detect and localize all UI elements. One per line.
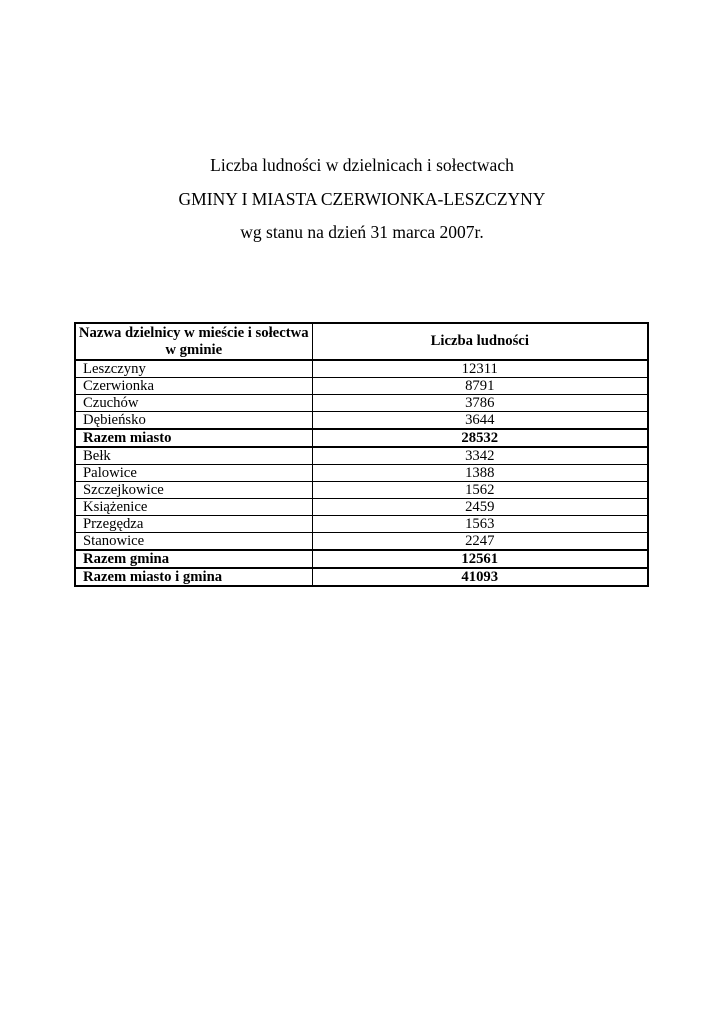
table-row-total-commune: Razem gmina 12561 [74,549,649,569]
table-row: Leszczyny 12311 [74,359,649,378]
district-name-cell: Razem miasto i gmina [74,567,313,587]
population-value-cell: 3644 [311,411,649,430]
table-row: Szczejkowice 1562 [74,481,649,499]
population-value-cell: 8791 [311,377,649,395]
title-line-3: wg stanu na dzień 31 marca 2007r. [240,222,484,242]
table-row-total-city: Razem miasto 28532 [74,428,649,448]
table-row: Dębieńsko 3644 [74,411,649,430]
population-value-cell: 12311 [311,359,649,378]
district-name-cell: Książenice [74,498,313,516]
district-name-cell: Razem miasto [74,428,313,448]
table-row: Palowice 1388 [74,464,649,482]
document-title: Liczba ludności w dzielnicach i sołectwa… [0,149,724,250]
population-value-cell: 1563 [311,515,649,533]
population-table: Nazwa dzielnicy w mieście i sołectwa w g… [74,322,649,587]
column-header-districts-line2: w gminie [165,341,223,358]
population-value-cell: 12561 [311,549,649,569]
district-name-cell: Czuchów [74,394,313,412]
title-line-1: Liczba ludności w dzielnicach i sołectwa… [210,155,514,175]
district-name-cell: Leszczyny [74,359,313,378]
population-value-cell: 28532 [311,428,649,448]
table-row: Stanowice 2247 [74,532,649,551]
district-name-cell: Przegędza [74,515,313,533]
table-row: Czerwionka 8791 [74,377,649,395]
district-name-cell: Stanowice [74,532,313,551]
table-row: Bełk 3342 [74,446,649,465]
column-header-population: Liczba ludności [311,322,649,361]
district-name-cell: Bełk [74,446,313,465]
table-header-row: Nazwa dzielnicy w mieście i sołectwa w g… [74,322,649,361]
table-row: Przegędza 1563 [74,515,649,533]
population-value-cell: 3342 [311,446,649,465]
column-header-districts: Nazwa dzielnicy w mieście i sołectwa w g… [74,322,313,361]
table-row-total-overall: Razem miasto i gmina 41093 [74,567,649,587]
district-name-cell: Razem gmina [74,549,313,569]
district-name-cell: Palowice [74,464,313,482]
table-row: Książenice 2459 [74,498,649,516]
district-name-cell: Dębieńsko [74,411,313,430]
population-value-cell: 2247 [311,532,649,551]
population-value-cell: 1562 [311,481,649,499]
population-value-cell: 3786 [311,394,649,412]
population-value-cell: 1388 [311,464,649,482]
district-name-cell: Szczejkowice [74,481,313,499]
district-name-cell: Czerwionka [74,377,313,395]
column-header-districts-line1: Nazwa dzielnicy w mieście i sołectwa [78,325,309,341]
title-line-2: GMINY I MIASTA CZERWIONKA-LESZCZYNY [178,188,546,209]
population-value-cell: 2459 [311,498,649,516]
table-row: Czuchów 3786 [74,394,649,412]
population-value-cell: 41093 [311,567,649,587]
